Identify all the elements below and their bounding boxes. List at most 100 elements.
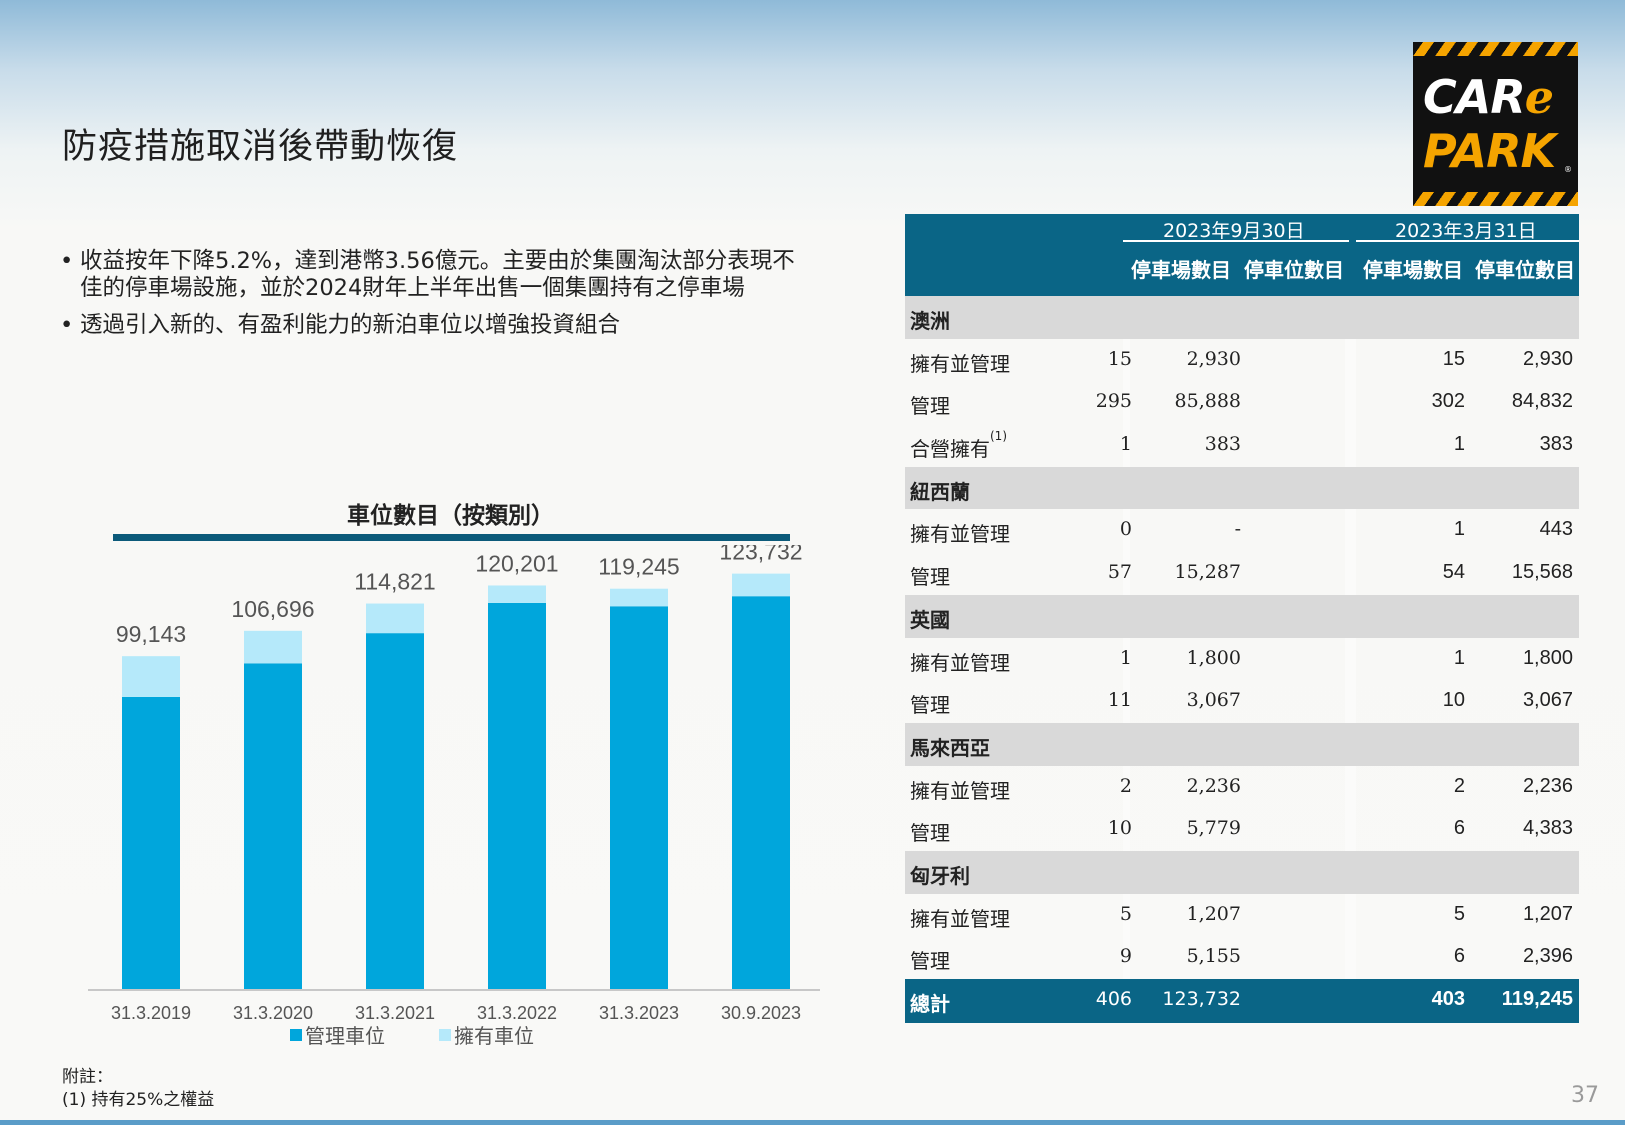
bar-owned xyxy=(488,585,546,603)
cell-value: 85,888 xyxy=(1174,390,1241,413)
row-label-wrap: 合營擁有(1) xyxy=(910,429,1007,462)
bar-managed xyxy=(610,606,668,989)
chart-title: 車位數目（按類別） xyxy=(347,503,554,529)
cell-value: - xyxy=(1234,518,1241,541)
cell-value: 403 xyxy=(1431,988,1465,1010)
cell-value: 5 xyxy=(1119,902,1132,925)
car-park-table: 2023年9月30日 2023年3月31日 停車場數目 停車位數目 停車場數目 … xyxy=(905,214,1579,1023)
cell-value: 9 xyxy=(1119,945,1132,968)
bullet-dot-icon: • xyxy=(60,312,74,338)
row-label: 擁有並管理 xyxy=(910,351,1010,376)
cell-value: 5,155 xyxy=(1186,945,1241,968)
cell-value: 1 xyxy=(1119,646,1132,669)
row-label: 擁有並管理 xyxy=(910,650,1010,675)
cell-value: 10 xyxy=(1107,817,1132,840)
table-header-columns: 停車場數目 停車位數目 停車場數目 停車位數目 xyxy=(905,242,1579,296)
x-tick-label: 31.3.2023 xyxy=(599,1003,679,1023)
cell-value: 2 xyxy=(1453,774,1465,797)
bottom-accent-strip xyxy=(0,1120,1625,1125)
cell-value: 15,568 xyxy=(1511,561,1573,584)
row-label: 管理 xyxy=(910,693,950,718)
cell-value: 4,383 xyxy=(1522,817,1573,840)
column-gap xyxy=(1123,680,1130,723)
table-row: 管理 57 15,287 54 15,568 xyxy=(905,552,1579,595)
legend-label: 管理車位 xyxy=(305,1024,385,1048)
column-header: 停車場數目 xyxy=(1131,258,1231,282)
legend-swatch-managed xyxy=(290,1028,302,1041)
row-label: 管理 xyxy=(910,565,950,590)
column-gap xyxy=(1345,424,1356,467)
cell-value: 383 xyxy=(1204,433,1241,456)
cell-value: 406 xyxy=(1095,988,1132,1010)
cell-value: 3,067 xyxy=(1522,689,1573,712)
x-tick-label: 31.3.2021 xyxy=(355,1003,435,1023)
period-header: 2023年9月30日 xyxy=(1163,220,1305,242)
column-header: 停車場數目 xyxy=(1363,258,1463,282)
row-label: 匈牙利 xyxy=(910,863,970,888)
page-number: 37 xyxy=(1571,1083,1599,1108)
bar-total-label: 123,732 xyxy=(719,545,802,565)
column-gap xyxy=(1345,936,1356,979)
bar-total-label: 106,696 xyxy=(231,596,314,622)
row-label: 管理 xyxy=(910,821,950,846)
table-row: 擁有並管理 5 1,207 5 1,207 xyxy=(905,893,1579,937)
bar-total-label: 119,245 xyxy=(598,554,679,580)
header-divider xyxy=(1123,240,1349,242)
cell-value: 11 xyxy=(1107,689,1132,712)
column-gap xyxy=(1123,637,1130,681)
stacked-bar-chart: 99,143 31.3.2019 106,696 31.3.2020 114,821 31… xyxy=(88,545,820,1023)
legend-swatch-owned xyxy=(439,1028,451,1041)
period-header: 2023年3月31日 xyxy=(1395,220,1537,242)
row-label: 合營擁有 xyxy=(910,437,990,462)
column-header: 停車位數目 xyxy=(1475,258,1575,282)
row-label: 馬來西亞 xyxy=(910,735,990,760)
table-region-row: 匈牙利 xyxy=(905,850,1579,894)
column-gap xyxy=(1345,338,1356,382)
table-region-row: 馬來西亞 xyxy=(905,722,1579,766)
row-label: 擁有並管理 xyxy=(910,778,1010,803)
logo-line2: PARK xyxy=(1423,124,1556,178)
bullet-dot-icon: • xyxy=(60,248,74,274)
legend-item-managed: 管理車位 xyxy=(290,1020,385,1049)
cell-value: 2,396 xyxy=(1522,945,1573,968)
row-label: 管理 xyxy=(910,394,950,419)
cell-value: 1,800 xyxy=(1186,646,1241,669)
row-label: 擁有並管理 xyxy=(910,906,1010,931)
bullet-text: 透過引入新的、有盈利能力的新泊車位以增強投資組合 xyxy=(80,312,621,338)
bar-owned xyxy=(610,588,668,607)
cell-value: 383 xyxy=(1539,433,1573,456)
bar-managed xyxy=(732,596,790,989)
row-label: 擁有並管理 xyxy=(910,522,1010,547)
column-gap xyxy=(1345,637,1356,681)
table-row: 合營擁有(1) 1 383 1 383 xyxy=(905,424,1579,467)
logo-registered-mark: ® xyxy=(1564,165,1572,174)
cell-value: 2,930 xyxy=(1522,347,1573,370)
cell-value: 123,732 xyxy=(1162,988,1241,1010)
bar-managed xyxy=(488,602,546,989)
cell-value: 15 xyxy=(1107,347,1132,370)
bullet-text: 收益按年下降5.2%，達到港幣3.56億元。主要由於集團淘汰部分表現不佳的停車場… xyxy=(80,248,795,301)
cell-value: 1 xyxy=(1453,518,1465,541)
bar-managed xyxy=(244,663,302,989)
bar-managed xyxy=(122,696,180,989)
bar-owned xyxy=(244,630,302,664)
table-region-row: 紐西蘭 xyxy=(905,466,1579,510)
row-label: 澳洲 xyxy=(910,309,950,333)
cell-value: 119,245 xyxy=(1501,988,1573,1010)
table-header-periods: 2023年9月30日 2023年3月31日 xyxy=(905,214,1579,242)
footnote-item: (1) 持有25%之權益 xyxy=(62,1090,215,1110)
column-gap xyxy=(1123,893,1130,937)
column-gap xyxy=(1123,381,1130,425)
cell-value: 1,207 xyxy=(1522,902,1573,925)
bullet-item: • 透過引入新的、有盈利能力的新泊車位以增強投資組合 xyxy=(60,312,800,339)
row-label: 紐西蘭 xyxy=(910,479,970,504)
logo-line1: CARe xyxy=(1423,70,1554,124)
column-gap xyxy=(1345,765,1356,809)
table-row: 擁有並管理 2 2,236 2 2,236 xyxy=(905,765,1579,809)
bullet-item: • 收益按年下降5.2%，達到港幣3.56億元。主要由於集團淘汰部分表現不佳的停車… xyxy=(60,248,800,302)
table-body: 澳洲 擁有並管理 15 2,930 15 2,930 管理 295 85,888 302 84,83… xyxy=(905,296,1579,1023)
cell-value: 1 xyxy=(1453,433,1465,456)
row-label: 總計 xyxy=(910,992,950,1016)
cell-value: 1 xyxy=(1453,646,1465,669)
row-label: 管理 xyxy=(910,949,950,974)
